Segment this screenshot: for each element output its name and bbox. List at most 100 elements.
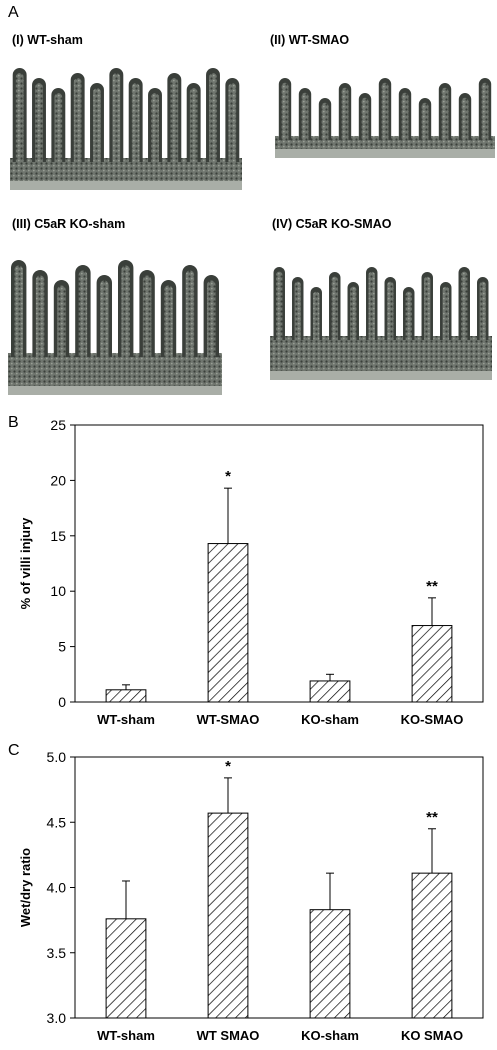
ratio-ytick-label: 3.0 — [47, 1010, 67, 1026]
micrograph-label-wt-smao: (II) WT-SMAO — [270, 33, 350, 47]
villus-core — [381, 82, 389, 140]
villus-core — [331, 276, 338, 340]
ratio-ytick-label: 4.5 — [47, 814, 67, 830]
ratio-y-axis-label: Wet/dry ratio — [18, 848, 33, 927]
villus-core — [207, 280, 216, 357]
ratio-bar — [105, 918, 147, 1019]
villus-core — [387, 281, 394, 340]
villus-core — [100, 280, 109, 357]
muscle-layer — [10, 181, 242, 190]
injury-ytick-label: 5 — [58, 639, 66, 655]
injury-bar — [105, 689, 147, 703]
micrograph-label-wt-sham: (I) WT-sham — [12, 33, 83, 47]
villus-core — [341, 87, 349, 140]
villus-core — [93, 88, 101, 162]
injury-significance-mark: * — [225, 468, 231, 485]
ratio-bar — [207, 812, 249, 1019]
villus-core — [189, 88, 198, 162]
villus-core — [281, 82, 289, 140]
ratio-bar — [411, 872, 453, 1019]
villus-core — [15, 73, 24, 162]
muscle-layer — [275, 149, 495, 158]
villi-graphic — [8, 260, 222, 395]
injury-ytick-label: 0 — [58, 694, 66, 710]
villus-core — [142, 275, 152, 357]
injury-ytick-label: 10 — [50, 583, 66, 599]
villus-core — [361, 97, 369, 140]
villus-core — [294, 281, 301, 340]
injury-xtick-label: KO-sham — [301, 712, 359, 727]
injury-xtick-label: WT-sham — [97, 712, 155, 727]
micrograph-ko-sham — [8, 245, 222, 400]
villus-core — [421, 102, 429, 140]
ratio-ytick-label: 4.0 — [47, 880, 67, 896]
villi-injury-bar-chart: 0 5 10 15 20 25 % of villi injury WT-sham * WT-SM… — [18, 417, 484, 727]
injury-ytick-label: 20 — [50, 472, 66, 488]
villus-core — [57, 285, 66, 357]
villus-core — [481, 82, 489, 140]
villus-core — [78, 270, 88, 357]
villus-core — [35, 275, 45, 357]
micrograph-label-ko-sham: (III) C5aR KO-sham — [12, 217, 126, 231]
villus-core — [441, 87, 449, 140]
wet-dry-ratio-bar-chart: 3.0 3.5 4.0 4.5 5.0 Wet/dry ratio WT-sham * WT S… — [18, 749, 484, 1043]
ratio-xtick-label: KO-sham — [301, 1028, 359, 1043]
injury-bar — [309, 680, 351, 703]
villus-core — [112, 73, 121, 162]
villus-core — [185, 270, 195, 357]
panel-letter-c: C — [8, 742, 20, 759]
ratio-bar — [309, 909, 351, 1019]
villus-core — [131, 83, 140, 162]
panel-letter-b: B — [8, 414, 19, 431]
villus-core — [368, 271, 375, 340]
villus-core — [350, 286, 357, 340]
villi-graphic — [275, 78, 495, 158]
villus-core — [14, 265, 23, 357]
muscle-layer — [270, 371, 492, 380]
ratio-xtick-label: WT SMAO — [197, 1028, 260, 1043]
villus-core — [170, 78, 179, 162]
injury-xtick-label: WT-SMAO — [197, 712, 260, 727]
villus-core — [301, 92, 309, 140]
villus-core — [461, 97, 469, 140]
micrograph-wt-sham — [10, 62, 242, 197]
villus-core — [164, 285, 173, 357]
villi-graphic — [270, 267, 492, 380]
muscle-layer — [8, 386, 222, 395]
villus-core — [151, 93, 159, 162]
ratio-xtick-label: WT-sham — [97, 1028, 155, 1043]
villus-core — [121, 265, 130, 357]
injury-y-axis-label: % of villi injury — [18, 517, 33, 610]
injury-plot-frame — [74, 424, 484, 703]
injury-bar — [411, 625, 453, 703]
villus-core — [54, 93, 63, 162]
injury-ytick-label: 25 — [50, 417, 66, 433]
villus-core — [35, 83, 43, 162]
villus-core — [401, 92, 409, 140]
panel-letter-a: A — [8, 4, 19, 21]
injury-bar — [207, 543, 249, 703]
ratio-xtick-label: KO SMAO — [401, 1028, 463, 1043]
villus-core — [73, 78, 82, 162]
villus-core — [405, 291, 412, 340]
villus-core — [461, 271, 468, 340]
micrograph-ko-smao — [270, 245, 492, 387]
villus-core — [424, 276, 431, 340]
ratio-ytick-label: 3.5 — [47, 945, 67, 961]
micrograph-wt-smao — [275, 68, 495, 203]
villus-core — [228, 83, 237, 162]
villus-core — [313, 291, 320, 340]
villus-core — [442, 286, 449, 340]
villus-core — [479, 281, 486, 340]
villus-core — [276, 271, 283, 340]
ratio-significance-mark: * — [225, 758, 231, 775]
ratio-significance-mark: ** — [426, 809, 438, 826]
injury-ytick-label: 15 — [50, 528, 66, 544]
villus-core — [209, 73, 217, 162]
villi-graphic — [10, 67, 242, 190]
ratio-ytick-label: 5.0 — [47, 749, 67, 765]
micrograph-label-ko-smao: (IV) C5aR KO-SMAO — [272, 217, 392, 231]
injury-significance-mark: ** — [426, 578, 438, 595]
villus-core — [321, 102, 329, 140]
injury-xtick-label: KO-SMAO — [401, 712, 464, 727]
